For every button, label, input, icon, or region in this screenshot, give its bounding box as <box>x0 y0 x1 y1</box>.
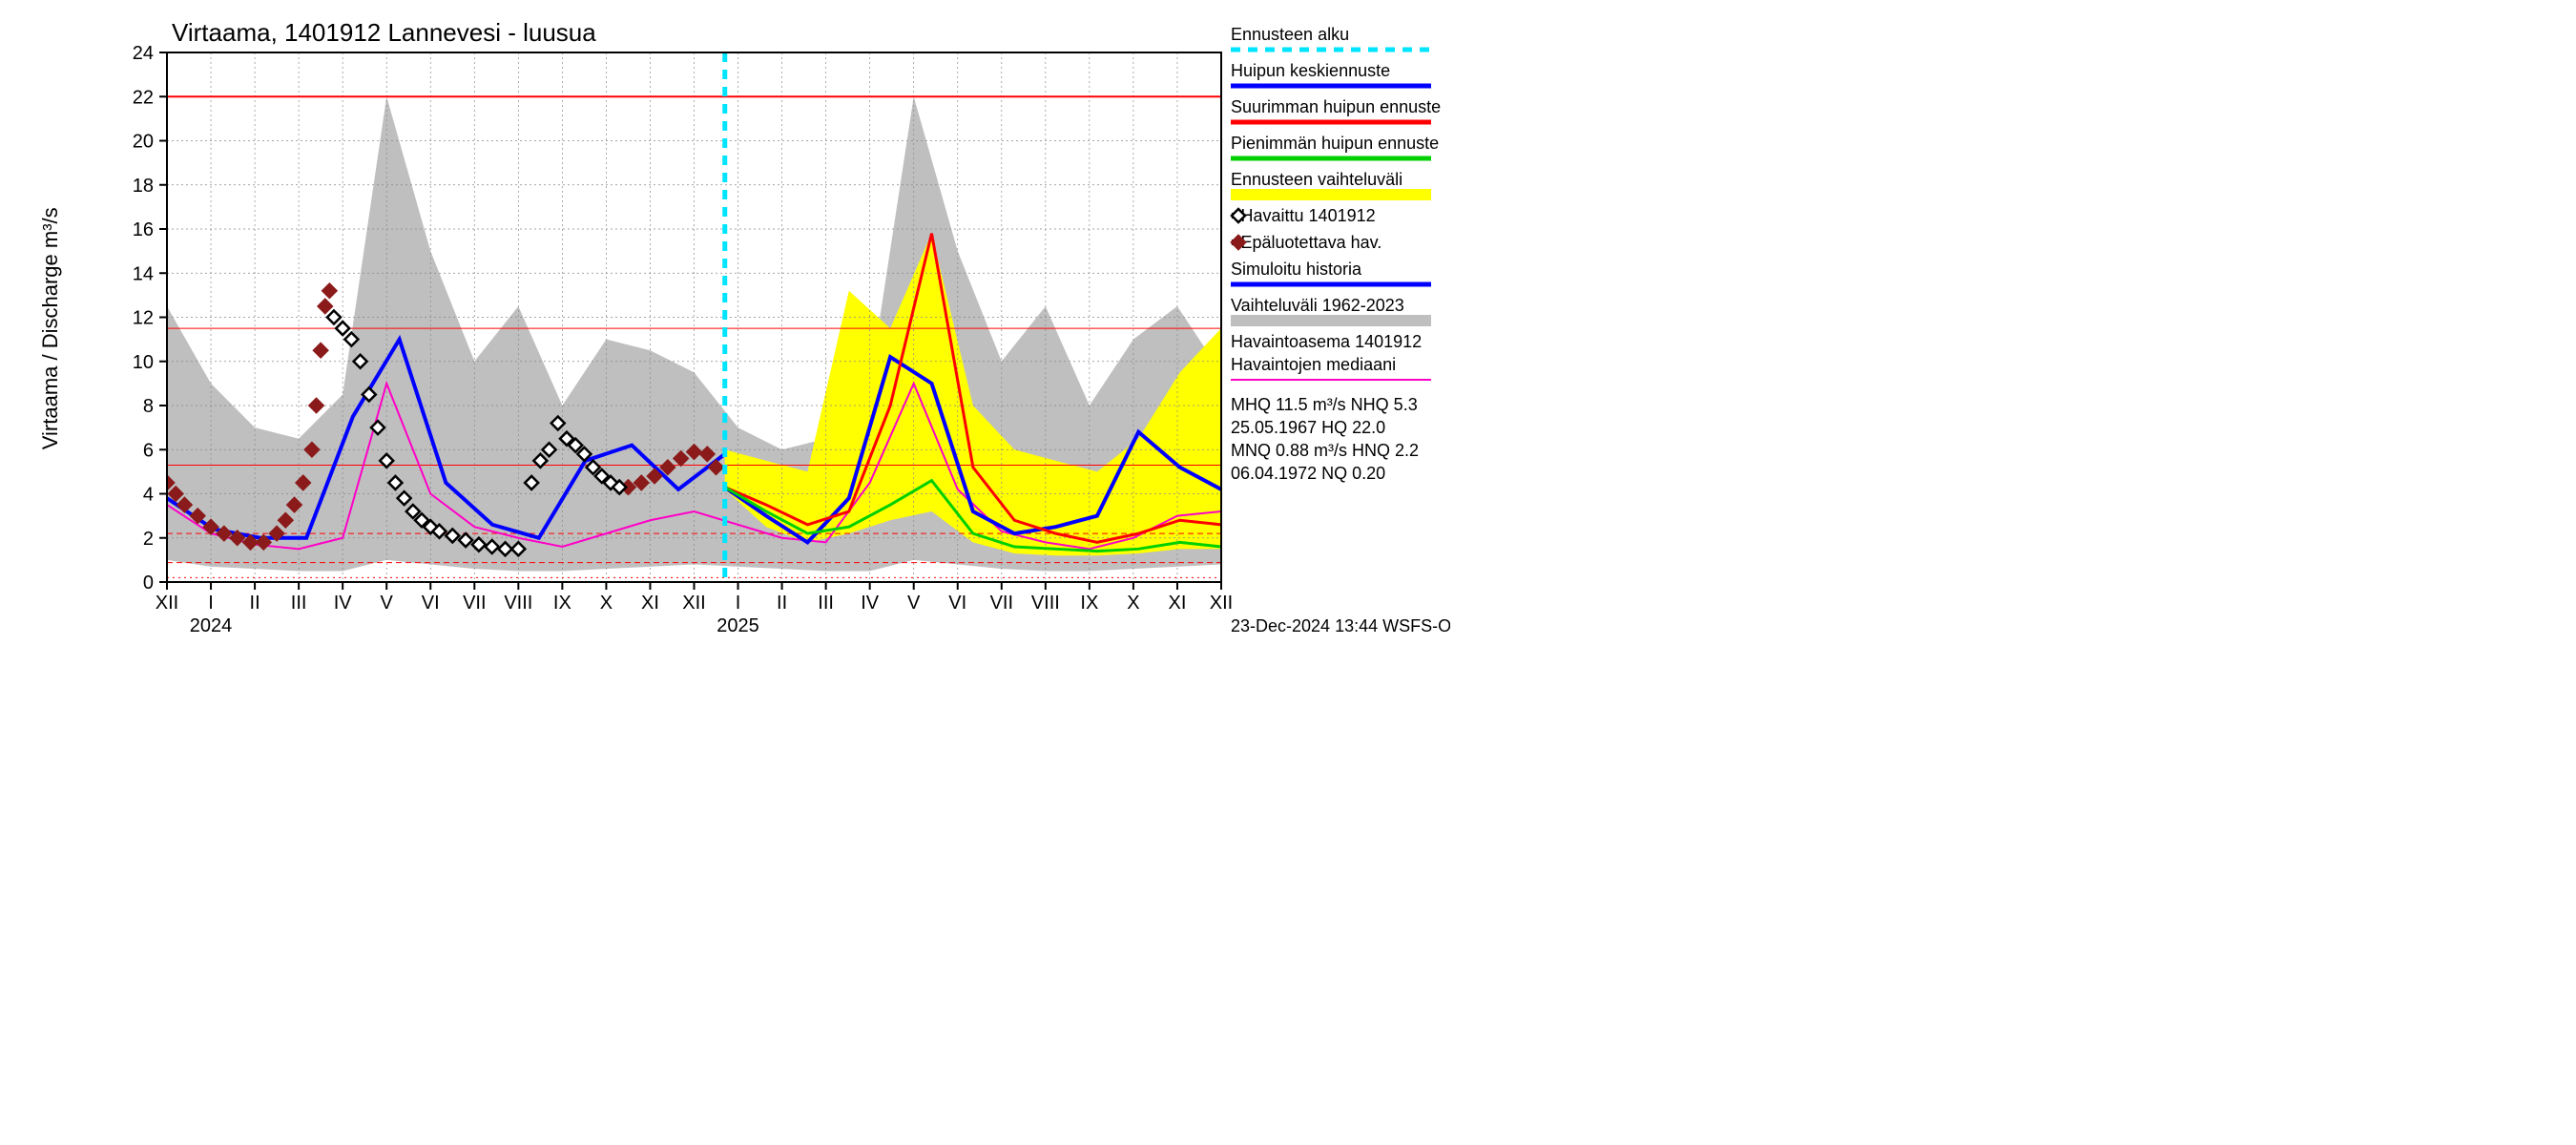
x-tick-label: II <box>777 593 787 614</box>
y-tick-label: 4 <box>143 485 154 506</box>
x-tick-label: XI <box>1169 593 1187 614</box>
x-tick-label: XII <box>156 593 178 614</box>
legend-label: Suurimman huipun ennuste <box>1231 97 1441 116</box>
x-tick-label: VI <box>948 593 966 614</box>
x-year-label: 2025 <box>717 615 759 636</box>
y-tick-label: 16 <box>133 219 154 240</box>
legend-label: Havaintojen mediaani <box>1231 355 1396 374</box>
x-tick-label: I <box>208 593 214 614</box>
legend-label: Simuloitu historia <box>1231 260 1362 279</box>
x-tick-label: X <box>1127 593 1139 614</box>
y-axis-label: Virtaama / Discharge m³/s <box>38 207 62 449</box>
legend-label: Vaihteluväli 1962-2023 <box>1231 296 1404 315</box>
y-tick-label: 22 <box>133 87 154 108</box>
legend-label: =Havaittu 1401912 <box>1231 206 1376 225</box>
x-tick-label: VII <box>463 593 486 614</box>
y-tick-label: 0 <box>143 572 154 593</box>
y-tick-label: 6 <box>143 440 154 461</box>
x-tick-label: II <box>250 593 260 614</box>
legend-label: Huipun keskiennuste <box>1231 61 1390 80</box>
x-tick-label: XI <box>641 593 659 614</box>
x-tick-label: IX <box>1080 593 1098 614</box>
y-tick-label: 18 <box>133 176 154 197</box>
x-tick-label: VIII <box>1031 593 1060 614</box>
y-tick-label: 14 <box>133 263 154 284</box>
stats-line: 06.04.1972 NQ 0.20 <box>1231 464 1385 483</box>
x-tick-label: VI <box>422 593 440 614</box>
x-tick-label: VIII <box>504 593 532 614</box>
y-tick-label: 24 <box>133 43 154 64</box>
x-tick-label: IV <box>861 593 880 614</box>
x-tick-label: XII <box>1210 593 1233 614</box>
legend-swatch <box>1231 315 1431 326</box>
legend-label: Ennusteen vaihteluväli <box>1231 170 1402 189</box>
chart-svg: 024681012141618202224XIIIIIIIIIVVVIVIIVI… <box>0 0 1450 649</box>
x-tick-label: III <box>291 593 307 614</box>
legend-label: =Epäluotettava hav. <box>1231 233 1381 252</box>
legend-label: Pienimmän huipun ennuste <box>1231 134 1439 153</box>
legend-label: Ennusteen alku <box>1231 25 1349 44</box>
x-tick-label: I <box>736 593 741 614</box>
stats-line: MHQ 11.5 m³/s NHQ 5.3 <box>1231 395 1418 414</box>
x-tick-label: V <box>381 593 394 614</box>
y-tick-label: 10 <box>133 352 154 373</box>
chart-timestamp: 23-Dec-2024 13:44 WSFS-O <box>1231 616 1450 635</box>
x-tick-label: XII <box>682 593 705 614</box>
stats-line: 25.05.1967 HQ 22.0 <box>1231 418 1385 437</box>
legend-label: Havaintoasema 1401912 <box>1231 332 1422 351</box>
chart-title: Virtaama, 1401912 Lannevesi - luusua <box>172 18 596 47</box>
x-tick-label: IX <box>553 593 571 614</box>
y-tick-label: 2 <box>143 529 154 550</box>
x-tick-label: V <box>907 593 921 614</box>
stats-line: MNQ 0.88 m³/s HNQ 2.2 <box>1231 441 1419 460</box>
y-tick-label: 20 <box>133 132 154 153</box>
x-year-label: 2024 <box>190 615 233 636</box>
x-tick-label: X <box>600 593 613 614</box>
legend-swatch <box>1231 189 1431 200</box>
y-tick-label: 8 <box>143 396 154 417</box>
x-tick-label: IV <box>334 593 353 614</box>
x-tick-label: VII <box>990 593 1013 614</box>
discharge-forecast-chart: 024681012141618202224XIIIIIIIIIVVVIVIIVI… <box>0 0 1450 649</box>
x-tick-label: III <box>818 593 834 614</box>
y-tick-label: 12 <box>133 308 154 329</box>
